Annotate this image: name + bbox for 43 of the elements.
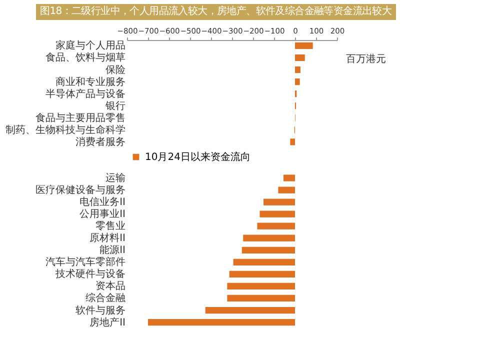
- bar: [227, 282, 295, 290]
- y-tick-label: 消费者服务: [76, 136, 126, 148]
- y-tick-label: 家庭与个人用品: [56, 40, 126, 52]
- y-tick-label: 公用事业II: [80, 208, 126, 220]
- bar: [295, 78, 300, 86]
- y-tick-label: 综合金融: [86, 292, 126, 304]
- y-tick-label: 原材料II: [90, 232, 126, 244]
- bar: [264, 198, 295, 206]
- bar: [233, 258, 295, 266]
- y-tick-label: 银行: [104, 100, 126, 112]
- y-tick-label: 电信业务II: [80, 196, 126, 208]
- y-tick-label: 食品与主要用品零售: [36, 112, 126, 124]
- y-tick-label: 房地产II: [90, 316, 126, 328]
- legend-label: 10月24日以来资金流向: [145, 151, 250, 163]
- y-tick-label: 制药、生物科技与生命科学: [6, 124, 126, 136]
- bar: [229, 270, 295, 278]
- bar: [227, 294, 295, 302]
- bar: [290, 138, 295, 146]
- bar: [242, 246, 295, 254]
- bar: [295, 66, 300, 74]
- bar: [243, 234, 295, 242]
- bar: [295, 42, 313, 50]
- chart-title: 图18：二级行业中，个人用品流入较大，房地产、软件及综合金融等资金流出较大: [36, 4, 396, 20]
- y-tick-label: 汽车与汽车零部件: [46, 256, 126, 268]
- y-tick-label: 医疗保健设备与服务: [36, 184, 126, 196]
- bar: [283, 174, 295, 182]
- text: 百万港元: [346, 52, 386, 66]
- y-tick-label: 技术硬件与设备: [54, 268, 126, 280]
- bar: [257, 222, 295, 230]
- y-tick-label: 能源II: [100, 244, 126, 256]
- y-tick-label: 运输: [106, 172, 126, 184]
- bar: [260, 210, 295, 218]
- y-tick-label: 食品、饮料与烟草: [46, 52, 126, 64]
- bar: [295, 54, 305, 62]
- y-tick-label: 半导体产品与设备: [46, 88, 126, 100]
- bar: [278, 186, 295, 194]
- bar: [205, 306, 295, 314]
- y-tick-label: 保险: [106, 64, 126, 76]
- y-tick-label: 商业和专业服务: [56, 76, 126, 88]
- bar: [148, 318, 295, 326]
- y-tick-label: 软件与服务: [76, 304, 126, 316]
- y-tick-label: 零售业: [96, 220, 126, 232]
- y-tick-label: 资本品: [96, 280, 126, 292]
